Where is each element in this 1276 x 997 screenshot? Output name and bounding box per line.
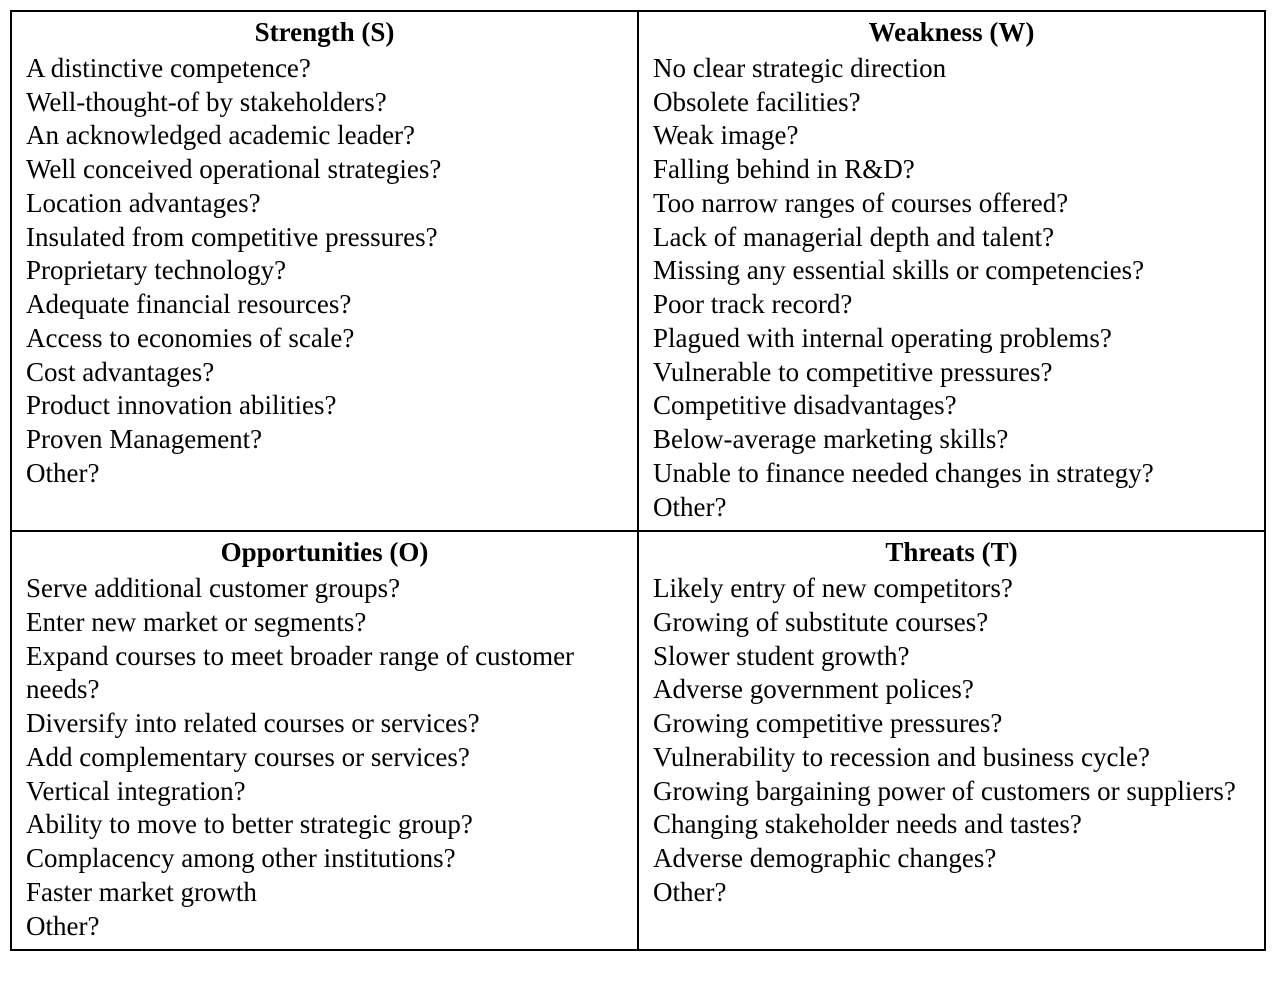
list-item: A distinctive competence?: [26, 52, 623, 86]
heading-opportunities: Opportunities (O): [26, 536, 623, 570]
list-item: Complacency among other institutions?: [26, 842, 623, 876]
cell-opportunities: Opportunities (O) Serve additional custo…: [11, 531, 638, 950]
list-item: Unable to finance needed changes in stra…: [653, 457, 1250, 491]
list-item: Other?: [26, 910, 623, 944]
list-item: No clear strategic direction: [653, 52, 1250, 86]
list-item: Growing of substitute courses?: [653, 606, 1250, 640]
cell-strength: Strength (S) A distinctive competence?We…: [11, 11, 638, 531]
list-item: Vulnerability to recession and business …: [653, 741, 1250, 775]
list-item: Weak image?: [653, 119, 1250, 153]
list-item: Ability to move to better strategic grou…: [26, 808, 623, 842]
list-item: Other?: [653, 491, 1250, 525]
heading-threats: Threats (T): [653, 536, 1250, 570]
list-item: Expand courses to meet broader range of …: [26, 640, 623, 708]
items-weakness: No clear strategic directionObsolete fac…: [653, 52, 1250, 525]
list-item: Likely entry of new competitors?: [653, 572, 1250, 606]
list-item: Vertical integration?: [26, 775, 623, 809]
list-item: Serve additional customer groups?: [26, 572, 623, 606]
items-threats: Likely entry of new competitors?Growing …: [653, 572, 1250, 910]
list-item: Well conceived operational strategies?: [26, 153, 623, 187]
list-item: Below-average marketing skills?: [653, 423, 1250, 457]
list-item: Vulnerable to competitive pressures?: [653, 356, 1250, 390]
items-strength: A distinctive competence?Well-thought-of…: [26, 52, 623, 491]
list-item: Changing stakeholder needs and tastes?: [653, 808, 1250, 842]
heading-strength: Strength (S): [26, 16, 623, 50]
list-item: Competitive disadvantages?: [653, 389, 1250, 423]
heading-weakness: Weakness (W): [653, 16, 1250, 50]
list-item: Insulated from competitive pressures?: [26, 221, 623, 255]
list-item: Enter new market or segments?: [26, 606, 623, 640]
list-item: Add complementary courses or services?: [26, 741, 623, 775]
list-item: Growing competitive pressures?: [653, 707, 1250, 741]
list-item: Lack of managerial depth and talent?: [653, 221, 1250, 255]
cell-threats: Threats (T) Likely entry of new competit…: [638, 531, 1265, 950]
cell-weakness: Weakness (W) No clear strategic directio…: [638, 11, 1265, 531]
list-item: Slower student growth?: [653, 640, 1250, 674]
swot-container: Strength (S) A distinctive competence?We…: [0, 0, 1276, 961]
list-item: Proven Management?: [26, 423, 623, 457]
list-item: Plagued with internal operating problems…: [653, 322, 1250, 356]
list-item: Adverse government polices?: [653, 673, 1250, 707]
list-item: Well-thought-of by stakeholders?: [26, 86, 623, 120]
list-item: Growing bargaining power of customers or…: [653, 775, 1250, 809]
list-item: Missing any essential skills or competen…: [653, 254, 1250, 288]
list-item: Obsolete facilities?: [653, 86, 1250, 120]
list-item: Diversify into related courses or servic…: [26, 707, 623, 741]
list-item: Falling behind in R&D?: [653, 153, 1250, 187]
list-item: An acknowledged academic leader?: [26, 119, 623, 153]
list-item: Product innovation abilities?: [26, 389, 623, 423]
list-item: Location advantages?: [26, 187, 623, 221]
list-item: Proprietary technology?: [26, 254, 623, 288]
list-item: Other?: [653, 876, 1250, 910]
list-item: Adequate financial resources?: [26, 288, 623, 322]
list-item: Poor track record?: [653, 288, 1250, 322]
list-item: Cost advantages?: [26, 356, 623, 390]
list-item: Access to economies of scale?: [26, 322, 623, 356]
items-opportunities: Serve additional customer groups?Enter n…: [26, 572, 623, 943]
swot-table: Strength (S) A distinctive competence?We…: [10, 10, 1266, 951]
list-item: Adverse demographic changes?: [653, 842, 1250, 876]
list-item: Too narrow ranges of courses offered?: [653, 187, 1250, 221]
list-item: Faster market growth: [26, 876, 623, 910]
list-item: Other?: [26, 457, 623, 491]
